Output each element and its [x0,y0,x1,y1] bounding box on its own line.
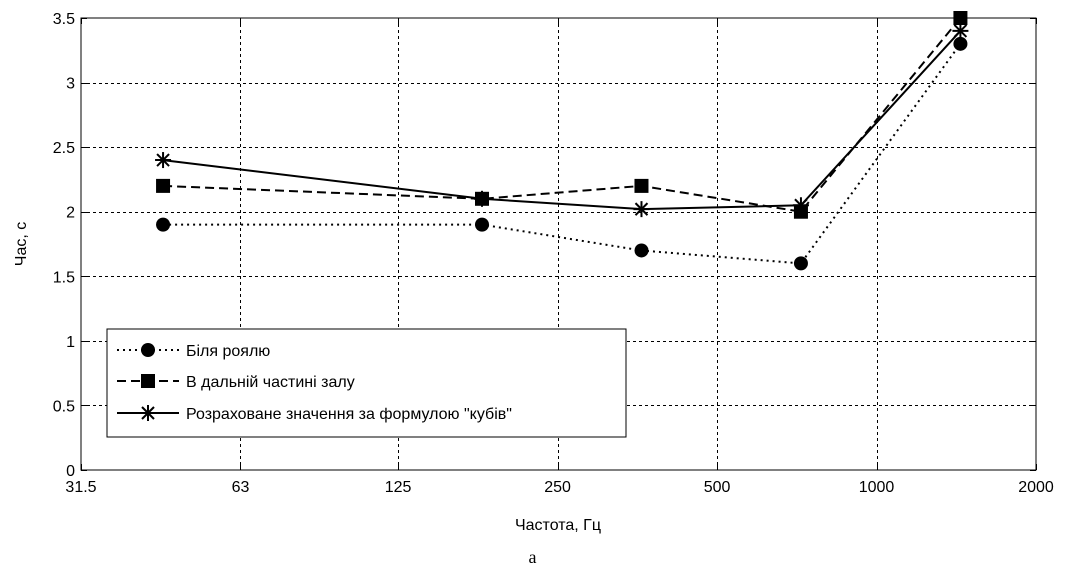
asterisk-stroke [141,406,155,420]
legend-label: Розраховане значення за формулою "кубів" [186,406,512,423]
y-tick-label: 2 [66,205,75,222]
legend: Біля роялю В дальній частині залу Розрахов… [106,328,627,438]
data-point-asterisk [155,152,172,169]
legend-label: Біля роялю [186,343,270,360]
x-tick-label: 500 [704,479,731,496]
asterisk-stroke [475,192,489,206]
data-point-asterisk [952,22,969,39]
data-point-circle [156,217,171,232]
data-point-square [156,178,171,193]
data-point-square [953,11,968,25]
legend-item: В дальній частині залу [117,374,355,391]
data-point-circle [475,217,490,232]
x-tick-label: 250 [544,479,571,496]
legend-item: Біля роялю [117,343,270,360]
data-point-asterisk [633,201,650,218]
x-tick-label: 125 [385,479,412,496]
y-tick-label: 3 [66,76,75,93]
data-point-square [634,178,649,193]
data-point-square [141,374,155,388]
asterisk-stroke [953,24,968,38]
y-axis-title: Час, с [13,222,30,266]
axis-ticks: 31.5 63 125 250 500 1000 2000 0 0.5 1 1.5 2 2.5 3 3.5 [53,11,1054,496]
series-asterisk [155,22,969,218]
asterisk-stroke [156,153,170,167]
y-tick-label: 3.5 [53,11,75,28]
x-axis-title: Частота, Гц [515,517,601,534]
series-lines [155,11,969,271]
figure-caption: а [528,547,537,567]
data-point-circle [634,243,649,258]
legend-label: В дальній частині залу [186,374,355,391]
data-point-asterisk [792,197,809,214]
y-tick-label: 0.5 [53,398,75,415]
legend-item: Розраховане значення за формулою "кубів" [117,405,512,423]
series-circle [156,36,968,271]
data-point-circle [793,256,808,271]
data-point-circle [953,36,968,51]
asterisk-stroke [634,202,649,216]
y-tick-label: 1 [66,334,75,351]
y-tick-label: 0 [66,463,75,480]
y-tick-label: 2.5 [53,140,75,157]
x-tick-label: 31.5 [65,479,96,496]
legend-box [106,328,627,438]
data-point-asterisk [474,190,491,207]
x-tick-label: 2000 [1018,479,1054,496]
asterisk-stroke [794,198,808,212]
x-tick-label: 63 [232,479,250,496]
y-tick-label: 1.5 [53,269,75,286]
x-tick-label: 1000 [859,479,895,496]
data-point-asterisk [140,405,156,421]
data-point-circle [141,343,155,357]
